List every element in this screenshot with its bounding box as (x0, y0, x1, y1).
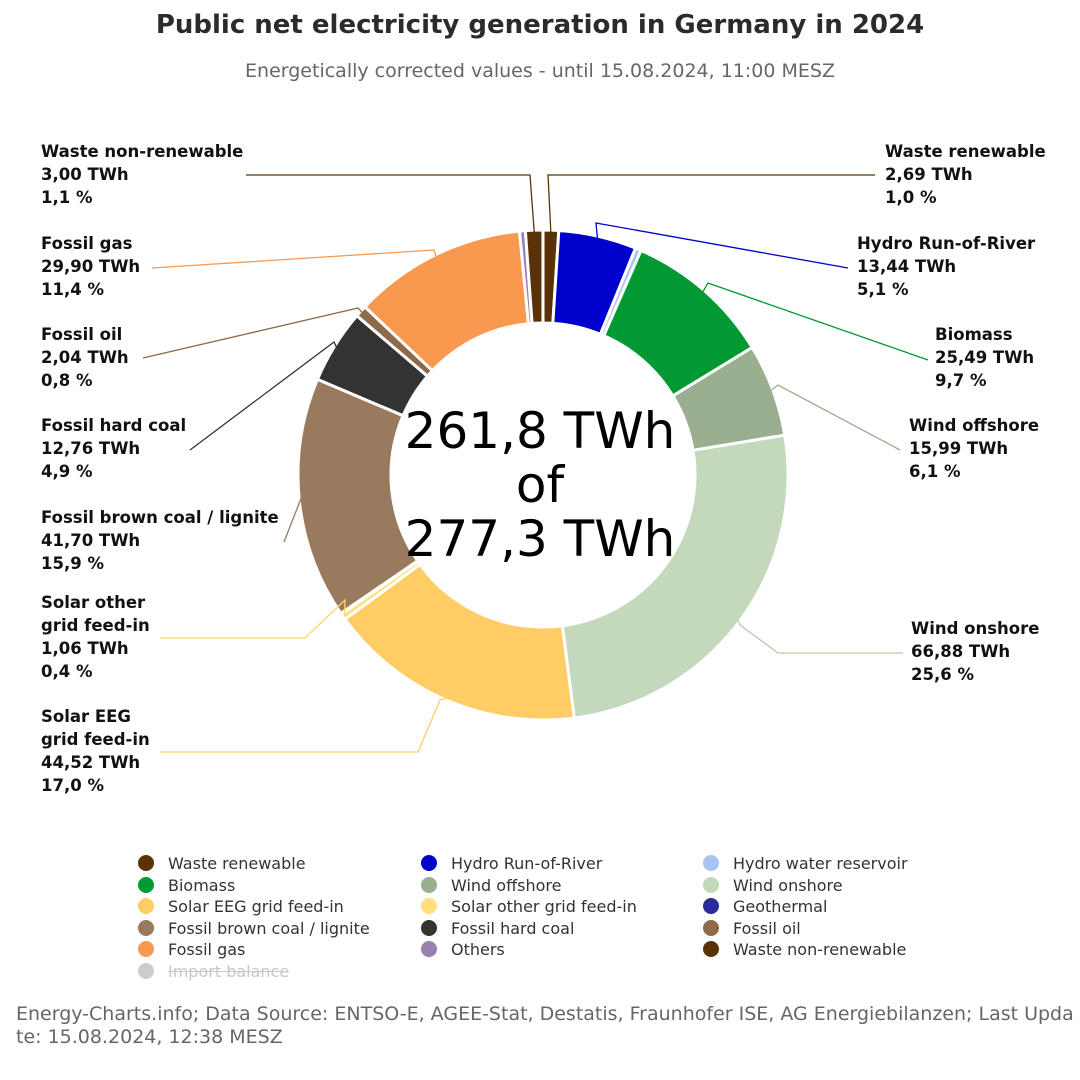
legend-swatch-icon (703, 855, 719, 871)
legend-label: Solar EEG grid feed-in (168, 897, 344, 917)
legend-swatch-icon (421, 876, 437, 893)
legend-swatch-icon (703, 919, 719, 936)
legend-swatch-icon (138, 876, 154, 893)
leader-line-solar-eeg (160, 697, 448, 753)
label-solar-other: Solar other grid feed-in 1,06 TWh 0,4 % (41, 593, 150, 681)
label-wind-offshore: Wind offshore 15,99 TWh 6,1 % (909, 416, 1040, 481)
legend-label: Solar other grid feed-in (451, 897, 637, 917)
legend-label: Waste renewable (168, 854, 306, 873)
legend-item-wind-onshore[interactable]: Wind onshore (703, 875, 843, 897)
leader-line-hydro-ror (595, 222, 849, 269)
legend-swatch-icon (138, 919, 154, 936)
chart-title: Public net electricity generation in Ger… (155, 10, 925, 40)
legend-label: Wind offshore (451, 875, 562, 895)
footer-source: Energy-Charts.info; Data Source: ENTSO-E… (16, 1003, 1074, 1048)
leader-line-lignite (283, 495, 303, 543)
slice-wind-on[interactable] (560, 433, 790, 720)
leader-line-wind-off (770, 384, 901, 451)
legend-item-wind-offshore[interactable]: Wind offshore (421, 875, 561, 897)
label-waste-renewable: Waste renewable 2,69 TWh 1,0 % (885, 142, 1046, 207)
legend-item-import-balance[interactable]: Import balance (138, 961, 289, 983)
leader-line-waste-nonren (246, 174, 535, 233)
legend-item-fossil-oil[interactable]: Fossil oil (703, 918, 801, 940)
legend-item-geothermal[interactable]: Geothermal (703, 896, 827, 918)
leader-line-gas (151, 249, 437, 269)
legend-item-waste-renewable[interactable]: Waste renewable (138, 853, 306, 875)
legend-label: Geothermal (733, 897, 828, 917)
legend-label: Waste non-renewable (733, 940, 907, 960)
legend-swatch-icon (421, 941, 437, 958)
legend-label: Fossil brown coal / lignite (168, 918, 370, 938)
label-fossil-gas: Fossil gas 29,90 TWh 11,4 % (41, 234, 141, 299)
legend-item-hydro-water-reservoir[interactable]: Hydro water reservoir (703, 853, 908, 875)
leader-line-wind-on (737, 619, 903, 654)
legend-swatch-icon (703, 898, 719, 915)
legend-swatch-icon (138, 898, 154, 915)
legend-item-solar-other-grid-feed-in[interactable]: Solar other grid feed-in (421, 896, 637, 918)
legend-item-hydro-run-of-river[interactable]: Hydro Run-of-River (421, 853, 602, 875)
label-fossil-oil: Fossil oil 2,04 TWh 0,8 % (41, 325, 129, 390)
legend-swatch-icon (138, 855, 154, 871)
legend-label: Hydro Run-of-River (451, 854, 603, 873)
center-total: 261,8 TWh of 277,3 TWh (360, 404, 720, 566)
leader-line-oil (142, 307, 363, 359)
chart-subtitle: Energetically corrected values - until 1… (245, 60, 835, 82)
legend-label: Hydro water reservoir (733, 854, 908, 873)
legend-item-solar-eeg-grid-feed-in[interactable]: Solar EEG grid feed-in (138, 896, 344, 918)
label-wind-onshore: Wind onshore 66,88 TWh 25,6 % (911, 619, 1040, 684)
legend-item-fossil-hard-coal[interactable]: Fossil hard coal (421, 918, 574, 940)
legend-label: Fossil hard coal (451, 918, 575, 938)
legend-swatch-icon (421, 919, 437, 936)
legend-item-fossil-gas[interactable]: Fossil gas (138, 939, 245, 961)
legend-swatch-icon (138, 963, 154, 979)
legend-label: Wind onshore (733, 875, 843, 895)
center-line-1: 261,8 TWh (404, 402, 676, 460)
slice-waste-nonren[interactable] (523, 228, 545, 325)
leader-line-solar-other (160, 598, 346, 639)
label-biomass: Biomass 25,49 TWh 9,7 % (935, 325, 1035, 390)
legend-swatch-icon (421, 855, 437, 871)
legend-item-others[interactable]: Others (421, 939, 505, 961)
legend-swatch-icon (138, 941, 154, 958)
legend-item-waste-non-renewable[interactable]: Waste non-renewable (703, 939, 906, 961)
legend-label: Others (451, 940, 505, 960)
legend-swatch-icon (421, 898, 437, 915)
leader-line-waste-renewable (547, 174, 875, 233)
label-fossil-brown-coal: Fossil brown coal / lignite 41,70 TWh 15,9… (41, 508, 279, 573)
center-line-3: 277,3 TWh (404, 510, 676, 568)
legend-label: Import balance (168, 962, 290, 981)
legend-label: Fossil oil (733, 918, 801, 938)
legend-swatch-icon (703, 941, 719, 958)
legend-label: Fossil gas (168, 940, 246, 960)
slice-solar-eeg[interactable] (343, 562, 576, 722)
legend-item-fossil-brown-coal-lignite[interactable]: Fossil brown coal / lignite (138, 918, 370, 940)
label-waste-non-renewable: Waste non-renewable 3,00 TWh 1,1 % (41, 142, 244, 207)
legend-label: Biomass (168, 875, 236, 895)
center-line-2: of (515, 456, 565, 514)
label-solar-eeg: Solar EEG grid feed-in 44,52 TWh 17,0 % (41, 707, 150, 795)
leader-line-biomass (702, 282, 929, 361)
label-fossil-hard-coal: Fossil hard coal 12,76 TWh 4,9 % (41, 416, 187, 481)
legend-swatch-icon (703, 876, 719, 893)
legend-item-biomass[interactable]: Biomass (138, 875, 235, 897)
leader-line-hard-coal (189, 341, 337, 451)
label-hydro-run-of-river: Hydro Run-of-River 13,44 TWh 5,1 % (857, 234, 1036, 299)
